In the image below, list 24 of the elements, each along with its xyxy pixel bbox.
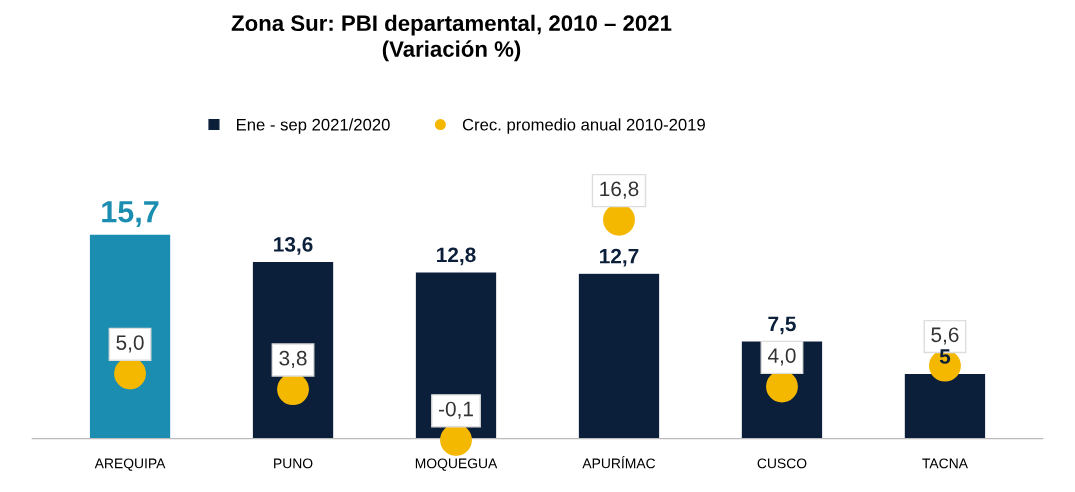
data-label: 13,6: [274, 237, 313, 255]
chart-title: Zona Sur: PBI departamental, 2010 – 2021 (Variación %): [231, 14, 672, 62]
data-label: 16,8: [600, 181, 639, 199]
bar: [577, 272, 661, 440]
data-label: 4,0: [767, 348, 796, 366]
data-label: 12,7: [600, 248, 639, 267]
legend-label: Crec. promedio anual 2010-2019: [462, 118, 705, 134]
data-label: 3,8: [279, 350, 307, 369]
x-tick-label: MOQUEGUA: [415, 458, 498, 471]
data-label: 5,0: [116, 335, 144, 353]
legend-label: Ene - sep 2021/2020: [237, 118, 390, 134]
data-label: -0,1: [438, 401, 473, 419]
x-tick-label: TACNA: [922, 458, 968, 469]
x-tick-label: AREQUIPA: [94, 458, 166, 471]
data-label: 12,8: [437, 247, 476, 266]
x-tick-label: CUSCO: [757, 458, 807, 469]
data-label: 15,7: [102, 201, 159, 227]
data-label: 5: [939, 349, 951, 364]
bar: [903, 372, 987, 440]
data-label: 5,6: [931, 327, 959, 345]
x-tick-label: APURÍMAC: [582, 456, 656, 469]
point: [440, 424, 472, 456]
x-tick-label: PUNO: [274, 458, 313, 469]
data-label: 7,5: [768, 316, 796, 335]
